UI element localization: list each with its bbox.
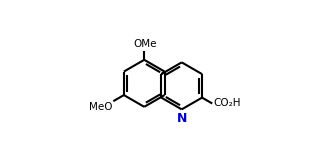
Text: OMe: OMe <box>133 39 157 49</box>
Text: N: N <box>176 112 187 125</box>
Text: CO₂H: CO₂H <box>213 98 241 108</box>
Text: MeO: MeO <box>89 102 113 112</box>
